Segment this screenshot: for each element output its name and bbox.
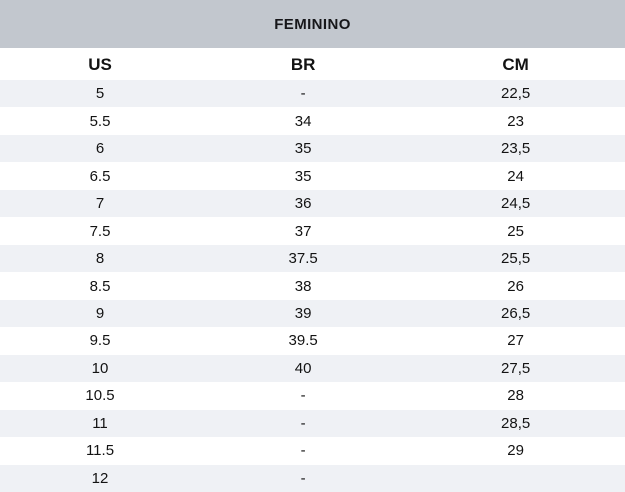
cell-cm: 27,5 bbox=[501, 359, 531, 377]
cell-br: - bbox=[300, 469, 306, 487]
table-body: 5 - 22,5 5.5 34 23 6 35 23,5 6.5 35 24 7… bbox=[0, 80, 625, 492]
column-header-row: US BR CM bbox=[0, 48, 625, 80]
cell-us: 10 bbox=[91, 359, 109, 377]
table-row: 10 40 27,5 bbox=[0, 354, 625, 383]
cell-br: 40 bbox=[294, 359, 312, 377]
table-row: 8 37.5 25,5 bbox=[0, 244, 625, 273]
cell-us: 6 bbox=[95, 140, 105, 158]
cell-cm: 26 bbox=[507, 277, 524, 295]
table-row: 5.5 34 23 bbox=[0, 107, 625, 135]
cell-br: 39 bbox=[294, 304, 312, 322]
cell-cm: 26,5 bbox=[501, 304, 531, 322]
cell-us: 9.5 bbox=[89, 332, 111, 350]
table-row: 12 - bbox=[0, 464, 625, 492]
table-row: 9.5 39.5 27 bbox=[0, 327, 625, 355]
table-row: 6.5 35 24 bbox=[0, 162, 625, 190]
cell-us: 8 bbox=[95, 250, 105, 268]
cell-us: 5.5 bbox=[89, 112, 111, 130]
cell-us: 6.5 bbox=[89, 167, 111, 185]
cell-cm: 27 bbox=[507, 332, 524, 350]
cell-br: 37.5 bbox=[288, 250, 318, 268]
table-row: 6 35 23,5 bbox=[0, 134, 625, 163]
cell-br: 39.5 bbox=[288, 332, 318, 350]
cell-br: - bbox=[300, 387, 306, 405]
cell-cm: 28 bbox=[507, 387, 524, 405]
table-title-band: FEMININO bbox=[0, 0, 625, 48]
cell-br: 37 bbox=[294, 222, 312, 240]
cell-cm: 23 bbox=[507, 112, 524, 130]
cell-br: 36 bbox=[294, 195, 312, 213]
cell-br: 38 bbox=[294, 277, 312, 295]
cell-cm: 23,5 bbox=[501, 140, 531, 158]
column-header-us: US bbox=[88, 54, 112, 74]
table-row: 11.5 - 29 bbox=[0, 437, 625, 465]
cell-us: 9 bbox=[95, 304, 105, 322]
cell-br: - bbox=[300, 85, 306, 103]
cell-us: 11 bbox=[92, 414, 108, 432]
column-header-br: BR bbox=[290, 54, 316, 74]
cell-cm: 22,5 bbox=[501, 85, 531, 103]
table-title: FEMININO bbox=[274, 15, 351, 33]
cell-us: 7 bbox=[95, 195, 105, 213]
cell-cm: 25,5 bbox=[501, 250, 531, 268]
cell-us: 5 bbox=[95, 85, 105, 103]
cell-cm: 24,5 bbox=[501, 195, 531, 213]
cell-us: 7.5 bbox=[89, 222, 111, 240]
table-row: 9 39 26,5 bbox=[0, 299, 625, 328]
table-row: 10.5 - 28 bbox=[0, 382, 625, 410]
cell-cm: 24 bbox=[507, 167, 524, 185]
cell-cm: 29 bbox=[507, 442, 524, 460]
cell-us: 10.5 bbox=[85, 387, 115, 405]
table-row: 8.5 38 26 bbox=[0, 272, 625, 300]
table-row: 7.5 37 25 bbox=[0, 217, 625, 245]
cell-br: - bbox=[300, 442, 306, 460]
table-row: 7 36 24,5 bbox=[0, 189, 625, 218]
cell-us: 8.5 bbox=[89, 277, 111, 295]
table-row: 5 - 22,5 bbox=[0, 80, 625, 108]
cell-us: 12 bbox=[91, 469, 109, 487]
column-header-cm: CM bbox=[502, 54, 529, 74]
table-row: 11 - 28,5 bbox=[0, 409, 625, 438]
cell-cm: 28,5 bbox=[501, 414, 531, 432]
cell-br: 35 bbox=[294, 167, 312, 185]
cell-br: 34 bbox=[294, 112, 312, 130]
cell-br: - bbox=[300, 414, 306, 432]
cell-cm: 25 bbox=[507, 222, 524, 240]
cell-br: 35 bbox=[294, 140, 312, 158]
cell-us: 11.5 bbox=[85, 442, 115, 460]
